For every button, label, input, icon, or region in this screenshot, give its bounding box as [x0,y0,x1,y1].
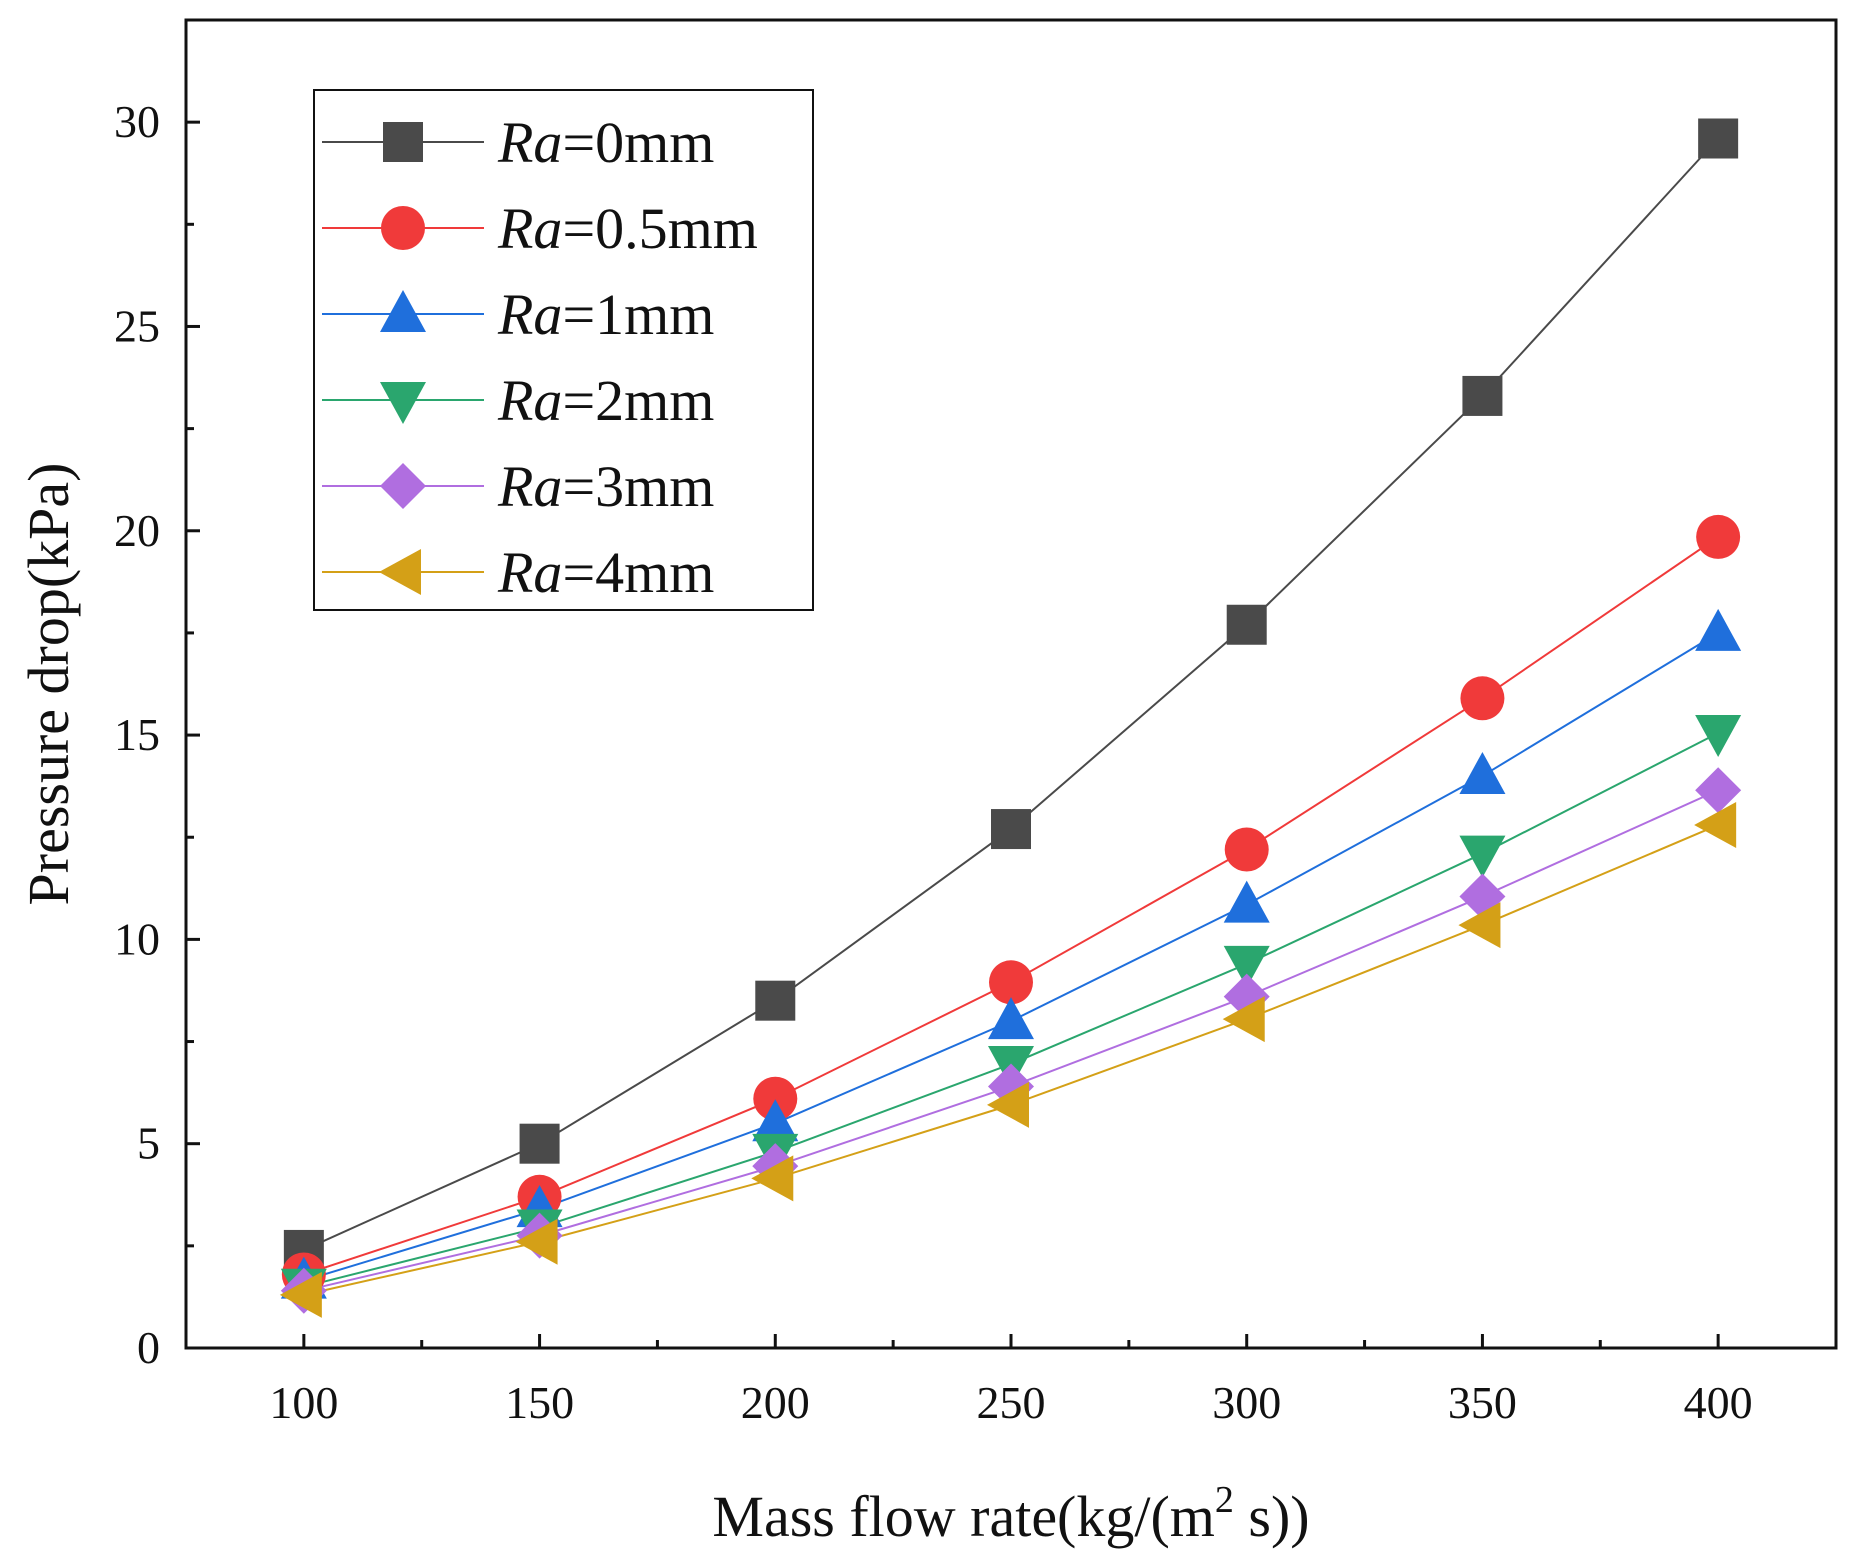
data-point [753,1076,798,1121]
legend-item: Ra=0mm [322,110,714,175]
data-point [751,1155,794,1202]
legend-label: Ra=3mm [497,454,714,519]
data-point [1223,880,1270,923]
legend-marker [380,290,426,332]
y-tick-label: 30 [114,96,160,147]
series-line [303,536,1719,1276]
legend-marker [379,549,421,595]
data-point [989,960,1033,1005]
series-line [303,632,1719,1282]
data-point [1226,604,1267,645]
data-point [987,1081,1029,1128]
y-tick-label: 10 [114,913,160,964]
legend-marker [381,206,425,250]
data-point [1694,801,1737,848]
legend-box [313,89,814,611]
data-point [1223,945,1270,988]
data-point [519,1123,560,1164]
legend-label: Ra=0mm [497,110,714,175]
legend-label: Ra=1mm [497,282,714,347]
legend-label: Ra=2mm [497,368,714,433]
legend-item: Ra=4mm [322,540,714,605]
series-markers [279,118,1742,1318]
data-point [988,997,1034,1040]
legend-label: Ra=0.5mm [497,196,758,261]
data-point [1695,767,1742,814]
x-tick-label: 200 [741,1377,810,1428]
data-point [1224,827,1269,872]
legend-item: Ra=2mm [322,368,714,433]
data-point [1459,751,1506,794]
y-tick-label: 25 [114,300,160,351]
data-point [752,1099,799,1142]
data-point [1698,118,1739,159]
data-point [1462,375,1503,416]
x-tick-label: 150 [505,1377,574,1428]
x-axis-title-superscript: 2 [1215,1479,1234,1521]
y-tick-label: 15 [114,709,160,760]
data-point [279,1271,322,1318]
data-point [1696,514,1741,559]
data-point [1222,996,1265,1043]
data-point [755,980,796,1021]
x-tick-label: 400 [1684,1377,1753,1428]
data-point [515,1218,558,1265]
x-tick-label: 250 [977,1377,1046,1428]
data-point [1458,902,1501,949]
legend-marker [383,122,423,162]
legend-item: Ra=3mm [322,454,714,519]
y-tick-label: 5 [137,1118,160,1169]
data-point [991,809,1031,850]
legend: Ra=0mm Ra=0.5mm Ra=1mm Ra=2mm Ra=3mm Ra=4mm [313,89,814,611]
axis-ticks: 100 150 200 250 300 350 400 0 5 10 15 20 25 30 [114,18,1753,1428]
legend-label: Ra=4mm [497,540,714,605]
legend-item: Ra=0.5mm [322,196,758,261]
x-axis-title: Mass flow rate(kg/(m2 s)) [712,1479,1309,1549]
legend-item: Ra=1mm [322,282,714,347]
data-point [1695,715,1742,758]
x-tick-label: 300 [1212,1377,1281,1428]
y-tick-label: 20 [114,505,160,556]
data-point [1695,608,1742,651]
data-point [1460,676,1505,721]
y-tick-label: 0 [137,1322,160,1373]
x-tick-label: 350 [1448,1377,1517,1428]
legend-marker [380,382,426,424]
legend-marker [380,463,426,509]
data-point [1459,835,1506,878]
x-tick-label: 100 [269,1377,338,1428]
y-axis-title: Pressure drop(kPa) [16,463,81,906]
